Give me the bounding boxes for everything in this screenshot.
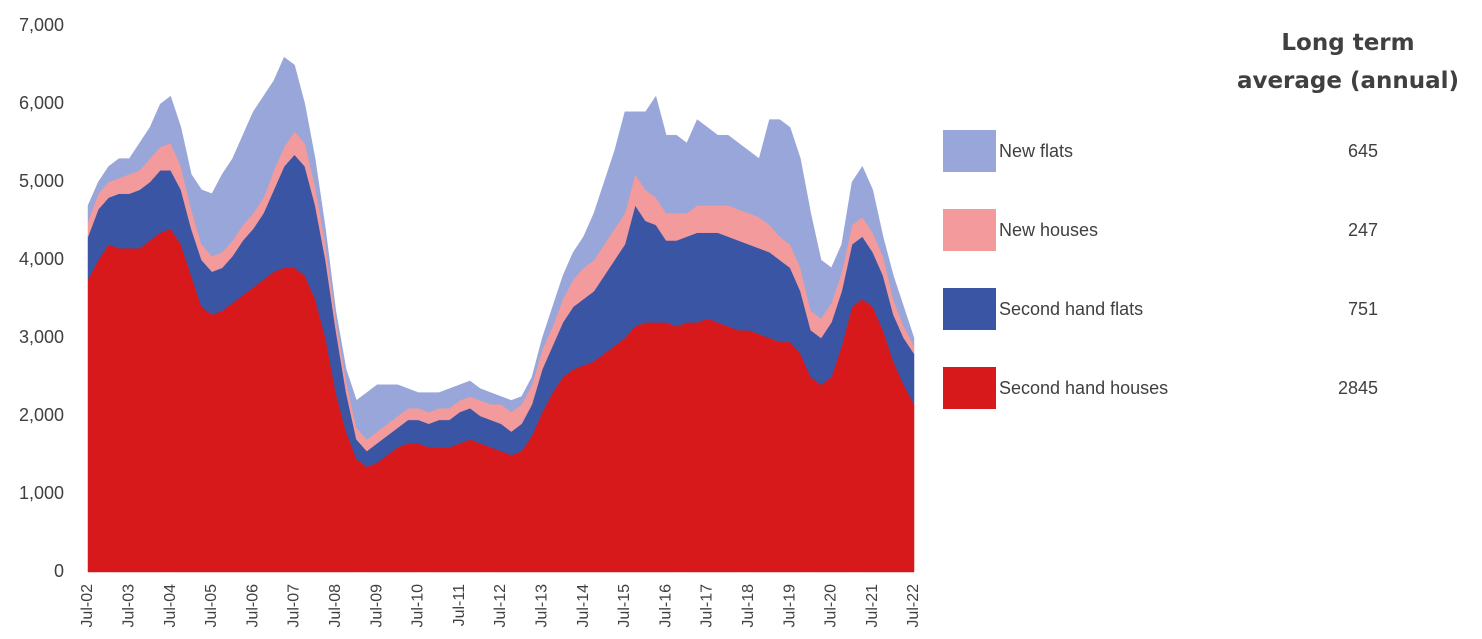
x-tick-label: Jul-19 bbox=[781, 584, 798, 628]
legend-title: Long term average (annual) bbox=[1236, 30, 1460, 94]
x-tick-label: Jul-07 bbox=[286, 584, 303, 628]
legend-swatch bbox=[943, 367, 996, 409]
y-tick-label: 7,000 bbox=[19, 15, 64, 35]
x-tick-label: Jul-18 bbox=[740, 584, 757, 628]
legend-average: 645 bbox=[1348, 141, 1378, 161]
x-tick-label: Jul-12 bbox=[492, 584, 509, 628]
x-tick-label: Jul-22 bbox=[905, 584, 922, 628]
x-tick-label: Jul-02 bbox=[79, 584, 96, 628]
legend-swatch bbox=[943, 130, 996, 172]
x-tick-label: Jul-14 bbox=[575, 584, 592, 628]
x-tick-label: Jul-06 bbox=[244, 584, 261, 628]
y-tick-label: 1,000 bbox=[19, 483, 64, 503]
x-tick-label: Jul-05 bbox=[203, 584, 220, 628]
legend-average: 751 bbox=[1348, 299, 1378, 319]
x-tick-label: Jul-03 bbox=[121, 584, 138, 628]
x-tick-label: Jul-09 bbox=[368, 584, 385, 628]
legend-average: 2845 bbox=[1338, 378, 1378, 398]
x-tick-label: Jul-20 bbox=[823, 584, 840, 628]
legend-average: 247 bbox=[1348, 220, 1378, 240]
y-tick-label: 6,000 bbox=[19, 93, 64, 113]
area bbox=[87, 56, 915, 440]
legend-label: Second hand flats bbox=[999, 299, 1143, 319]
y-tick-label: 0 bbox=[54, 561, 64, 581]
x-tick-label: Jul-10 bbox=[410, 584, 427, 628]
x-tick-label: Jul-13 bbox=[534, 584, 551, 628]
x-tick-label: Jul-08 bbox=[327, 584, 344, 628]
x-tick-label: Jul-15 bbox=[616, 584, 633, 628]
x-tick-label: Jul-21 bbox=[864, 584, 881, 628]
y-tick-label: 3,000 bbox=[19, 327, 64, 347]
x-tick-label: Jul-04 bbox=[162, 584, 179, 628]
legend-swatch bbox=[943, 209, 996, 251]
x-tick-label: Jul-11 bbox=[451, 584, 468, 626]
y-tick-label: 4,000 bbox=[19, 249, 64, 269]
legend-label: New flats bbox=[999, 141, 1073, 161]
x-tick-label: Jul-16 bbox=[657, 584, 674, 628]
x-tick-label: Jul-17 bbox=[699, 584, 716, 628]
y-tick-label: 2,000 bbox=[19, 405, 64, 425]
legend-swatch bbox=[943, 288, 996, 330]
y-tick-label: 5,000 bbox=[19, 171, 64, 191]
legend-label: Second hand houses bbox=[999, 378, 1168, 398]
legend-label: New houses bbox=[999, 220, 1098, 240]
